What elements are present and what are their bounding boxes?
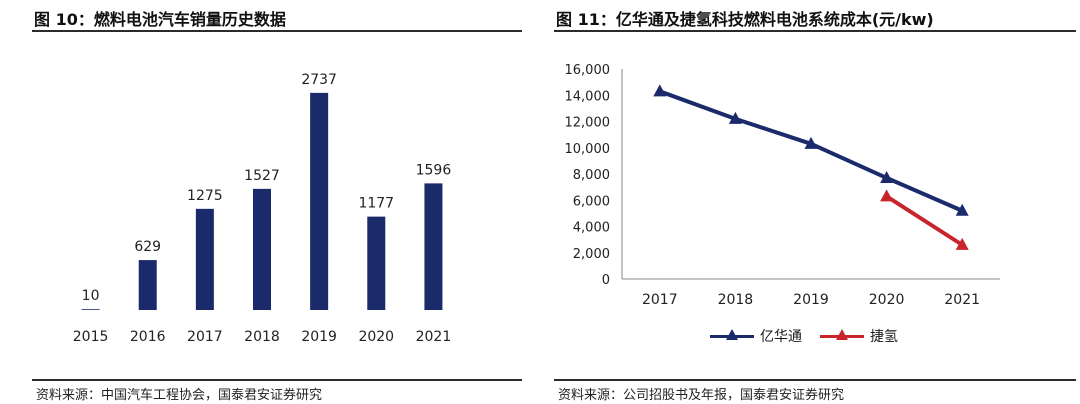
legend-swatch-yihuatong — [710, 329, 754, 343]
x-tick-label-2017: 2017 — [187, 329, 223, 345]
point-jieqing-2021 — [955, 237, 969, 250]
y-tick-label: 14,000 — [565, 89, 611, 104]
legend-item-yihuatong: 亿华通 — [710, 326, 802, 346]
point-yihuatong-2018 — [728, 111, 742, 124]
y-tick-label: 4,000 — [573, 221, 610, 236]
y-tick-label: 16,000 — [565, 63, 611, 78]
y-tick-label: 6,000 — [573, 194, 610, 209]
bar-value-label-2015: 10 — [82, 288, 100, 304]
point-yihuatong-2017 — [653, 84, 667, 97]
point-yihuatong-2021 — [955, 203, 969, 216]
x-tick-label-2021: 2021 — [944, 292, 980, 308]
cost-chart-panel: 图 11：亿华通及捷氢科技燃料电池系统成本(元/kw) 0 2,000 4,000 6… — [550, 0, 1080, 404]
bar-2021 — [424, 183, 443, 310]
top-divider — [554, 30, 1076, 32]
legend-swatch-jieqing — [820, 329, 864, 343]
y-tick-label: 8,000 — [573, 168, 610, 183]
series-line-jieqing — [885, 194, 964, 247]
top-divider — [32, 30, 522, 32]
bar-2020 — [367, 216, 386, 310]
cost-line-chart: 0 2,000 4,000 6,000 8,000 10,000 12,000 14,000 1… — [565, 63, 1000, 308]
bar-value-label-2018: 1527 — [244, 168, 280, 184]
bar-value-label-2019: 2737 — [301, 72, 337, 88]
sales-chart-panel: 图 10：燃料电池汽车销量历史数据 10 2015 629 2016 1275 2017 1… — [0, 0, 522, 404]
point-yihuatong-2020 — [880, 170, 894, 183]
x-tick-label-2021: 2021 — [416, 329, 452, 345]
bar-2017 — [195, 208, 214, 310]
point-jieqing-2020 — [880, 189, 894, 202]
sales-chart-title: 图 10：燃料电池汽车销量历史数据 — [34, 10, 286, 29]
x-tick-label-2018: 2018 — [718, 292, 754, 308]
point-yihuatong-2019 — [804, 136, 818, 149]
x-tick-label-2016: 2016 — [130, 329, 166, 345]
legend-label-yihuatong: 亿华通 — [760, 329, 802, 345]
series-line-yihuatong — [659, 89, 963, 213]
x-tick-label-2019: 2019 — [793, 292, 829, 308]
bar-value-label-2016: 629 — [134, 239, 161, 255]
bar-2016 — [138, 260, 157, 310]
sales-bar-chart: 10 2015 629 2016 1275 2017 1527 2018 2737 2019 117… — [73, 72, 452, 345]
bar-2019 — [310, 92, 329, 310]
x-tick-label-2017: 2017 — [642, 292, 678, 308]
y-tick-label: 2,000 — [573, 247, 610, 262]
bar-2018 — [253, 188, 271, 310]
sales-chart-source: 资料来源：中国汽车工程协会，国泰君安证券研究 — [36, 388, 323, 403]
bottom-divider — [32, 379, 522, 381]
bar-2015 — [81, 309, 100, 310]
legend-item-jieqing: 捷氢 — [820, 326, 898, 346]
x-tick-label-2015: 2015 — [73, 329, 109, 345]
x-tick-label-2019: 2019 — [301, 329, 337, 345]
y-tick-label: 10,000 — [565, 142, 611, 157]
bottom-divider — [554, 379, 1076, 381]
bar-value-label-2020: 1177 — [358, 196, 394, 212]
bar-value-label-2021: 1596 — [416, 162, 452, 178]
y-tick-label: 12,000 — [565, 116, 611, 131]
y-tick-label: 0 — [602, 273, 610, 288]
bar-value-label-2017: 1275 — [187, 188, 223, 204]
x-tick-label-2020: 2020 — [869, 292, 905, 308]
cost-chart-legend: 亿华通 捷氢 — [710, 326, 898, 346]
cost-chart-source: 资料来源：公司招股书及年报，国泰君安证券研究 — [558, 388, 845, 403]
x-tick-label-2018: 2018 — [244, 329, 280, 345]
x-tick-label-2020: 2020 — [358, 329, 394, 345]
cost-chart-title: 图 11：亿华通及捷氢科技燃料电池系统成本(元/kw) — [556, 10, 934, 29]
legend-label-jieqing: 捷氢 — [870, 329, 898, 345]
